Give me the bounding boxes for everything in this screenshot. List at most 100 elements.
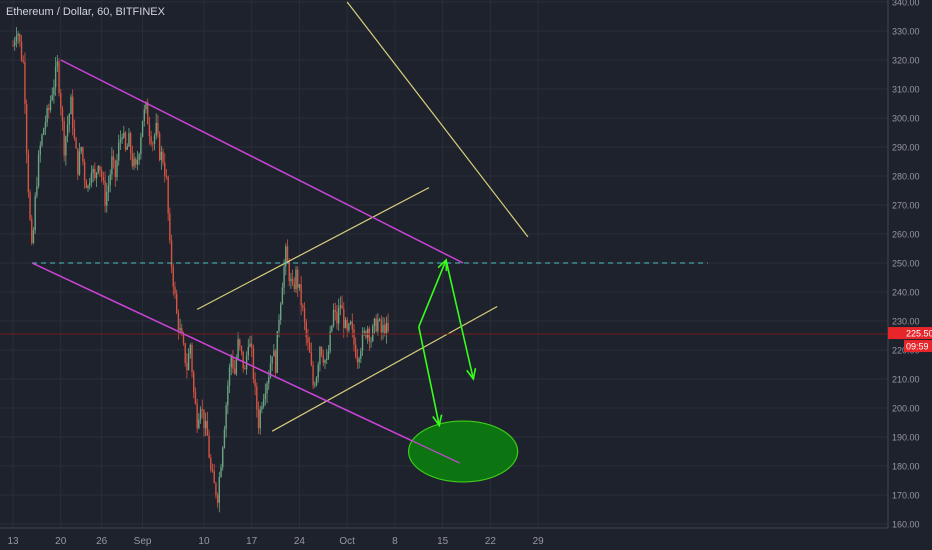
candle-body bbox=[186, 363, 188, 371]
candle-body bbox=[146, 102, 149, 125]
candle-body bbox=[49, 100, 52, 111]
candle-body bbox=[385, 322, 388, 334]
candle-body bbox=[145, 102, 147, 110]
candle-body bbox=[118, 142, 120, 161]
candle-body bbox=[133, 158, 135, 167]
candle-body bbox=[27, 153, 30, 193]
candle-body bbox=[349, 321, 352, 324]
candle-body bbox=[39, 145, 41, 155]
candle-body bbox=[25, 104, 28, 154]
candle-body bbox=[14, 41, 16, 46]
candle-body bbox=[53, 87, 55, 96]
candle-body bbox=[383, 325, 386, 334]
candle-body bbox=[181, 328, 183, 335]
candle-body bbox=[42, 128, 45, 135]
x-tick-label: Oct bbox=[339, 536, 355, 547]
candle-body bbox=[293, 283, 296, 289]
candle-body bbox=[140, 136, 142, 155]
candle-body bbox=[175, 293, 178, 314]
x-tick-label: 24 bbox=[294, 536, 306, 547]
candle-body bbox=[165, 176, 168, 177]
chart-title: Ethereum / Dollar, 60, BITFINEX bbox=[6, 6, 165, 18]
candles-group bbox=[12, 26, 389, 513]
candle-body bbox=[240, 346, 243, 352]
candle-body bbox=[302, 305, 304, 308]
candle-body bbox=[106, 191, 108, 206]
candle-body bbox=[152, 143, 154, 145]
candle-body bbox=[82, 147, 84, 162]
candle-body bbox=[215, 483, 217, 496]
candle-body bbox=[360, 350, 362, 359]
candle-body bbox=[343, 308, 345, 329]
candle-body bbox=[162, 151, 164, 163]
candle-body bbox=[167, 176, 169, 214]
candle-body bbox=[31, 219, 33, 243]
candle-body bbox=[155, 122, 157, 136]
candle-body bbox=[356, 357, 359, 363]
candle-body bbox=[206, 421, 209, 436]
candle-body bbox=[191, 344, 193, 373]
candle-body bbox=[320, 346, 323, 356]
candle-body bbox=[281, 287, 284, 305]
candle-body bbox=[210, 457, 212, 470]
projection-arrow-to-target-head bbox=[432, 414, 443, 428]
yellow-upper-trendline bbox=[346, 1, 529, 238]
candle-body bbox=[100, 170, 103, 178]
candle-body bbox=[73, 128, 76, 139]
countdown-badge bbox=[904, 340, 932, 353]
candle-body bbox=[291, 278, 294, 284]
candle-body bbox=[112, 156, 115, 161]
candle-body bbox=[298, 284, 301, 288]
candle-body bbox=[184, 343, 186, 364]
candle-body bbox=[308, 342, 311, 353]
candle-body bbox=[259, 409, 261, 429]
candle-body bbox=[261, 406, 263, 410]
x-tick-label: 13 bbox=[7, 536, 19, 547]
y-tick-label: 320.00 bbox=[892, 56, 920, 66]
candle-body bbox=[68, 114, 70, 125]
candle-body bbox=[111, 156, 113, 175]
candle-body bbox=[344, 319, 347, 329]
candle-body bbox=[60, 92, 62, 109]
candle-body bbox=[160, 151, 163, 161]
candle-body bbox=[244, 368, 246, 370]
candle-body bbox=[128, 133, 130, 147]
y-tick-label: 210.00 bbox=[892, 375, 920, 385]
x-tick-label: 26 bbox=[96, 536, 108, 547]
candle-body bbox=[228, 367, 231, 386]
candle-body bbox=[262, 399, 265, 407]
candle-body bbox=[36, 186, 38, 196]
candle-body bbox=[237, 339, 239, 359]
candle-body bbox=[158, 133, 161, 161]
candle-body bbox=[109, 174, 111, 186]
x-tick-label: 22 bbox=[485, 536, 497, 547]
projection-arrow-down-right bbox=[445, 259, 475, 380]
x-tick-label: 17 bbox=[246, 536, 258, 547]
candle-body bbox=[225, 405, 227, 430]
y-tick-label: 340.00 bbox=[892, 0, 920, 8]
candle-body bbox=[177, 313, 180, 331]
candle-body bbox=[361, 332, 364, 351]
candle-body bbox=[19, 34, 21, 42]
y-tick-label: 240.00 bbox=[892, 288, 920, 298]
channel-lower-overlay bbox=[31, 262, 460, 464]
candle-body bbox=[337, 307, 340, 324]
candle-body bbox=[355, 344, 357, 358]
candle-body bbox=[89, 182, 91, 186]
candle-body bbox=[375, 318, 377, 332]
projection-arrow-to-target bbox=[418, 326, 441, 426]
y-tick-label: 270.00 bbox=[892, 201, 920, 211]
y-tick-label: 300.00 bbox=[892, 114, 920, 124]
candle-body bbox=[358, 358, 360, 363]
candle-body bbox=[339, 305, 342, 308]
candle-body bbox=[370, 340, 372, 342]
candle-body bbox=[317, 364, 319, 378]
candle-body bbox=[269, 363, 272, 378]
candle-body bbox=[286, 246, 289, 262]
candle-body bbox=[351, 321, 353, 330]
candle-body bbox=[254, 379, 256, 387]
candle-body bbox=[203, 409, 205, 429]
candle-body bbox=[307, 337, 309, 343]
